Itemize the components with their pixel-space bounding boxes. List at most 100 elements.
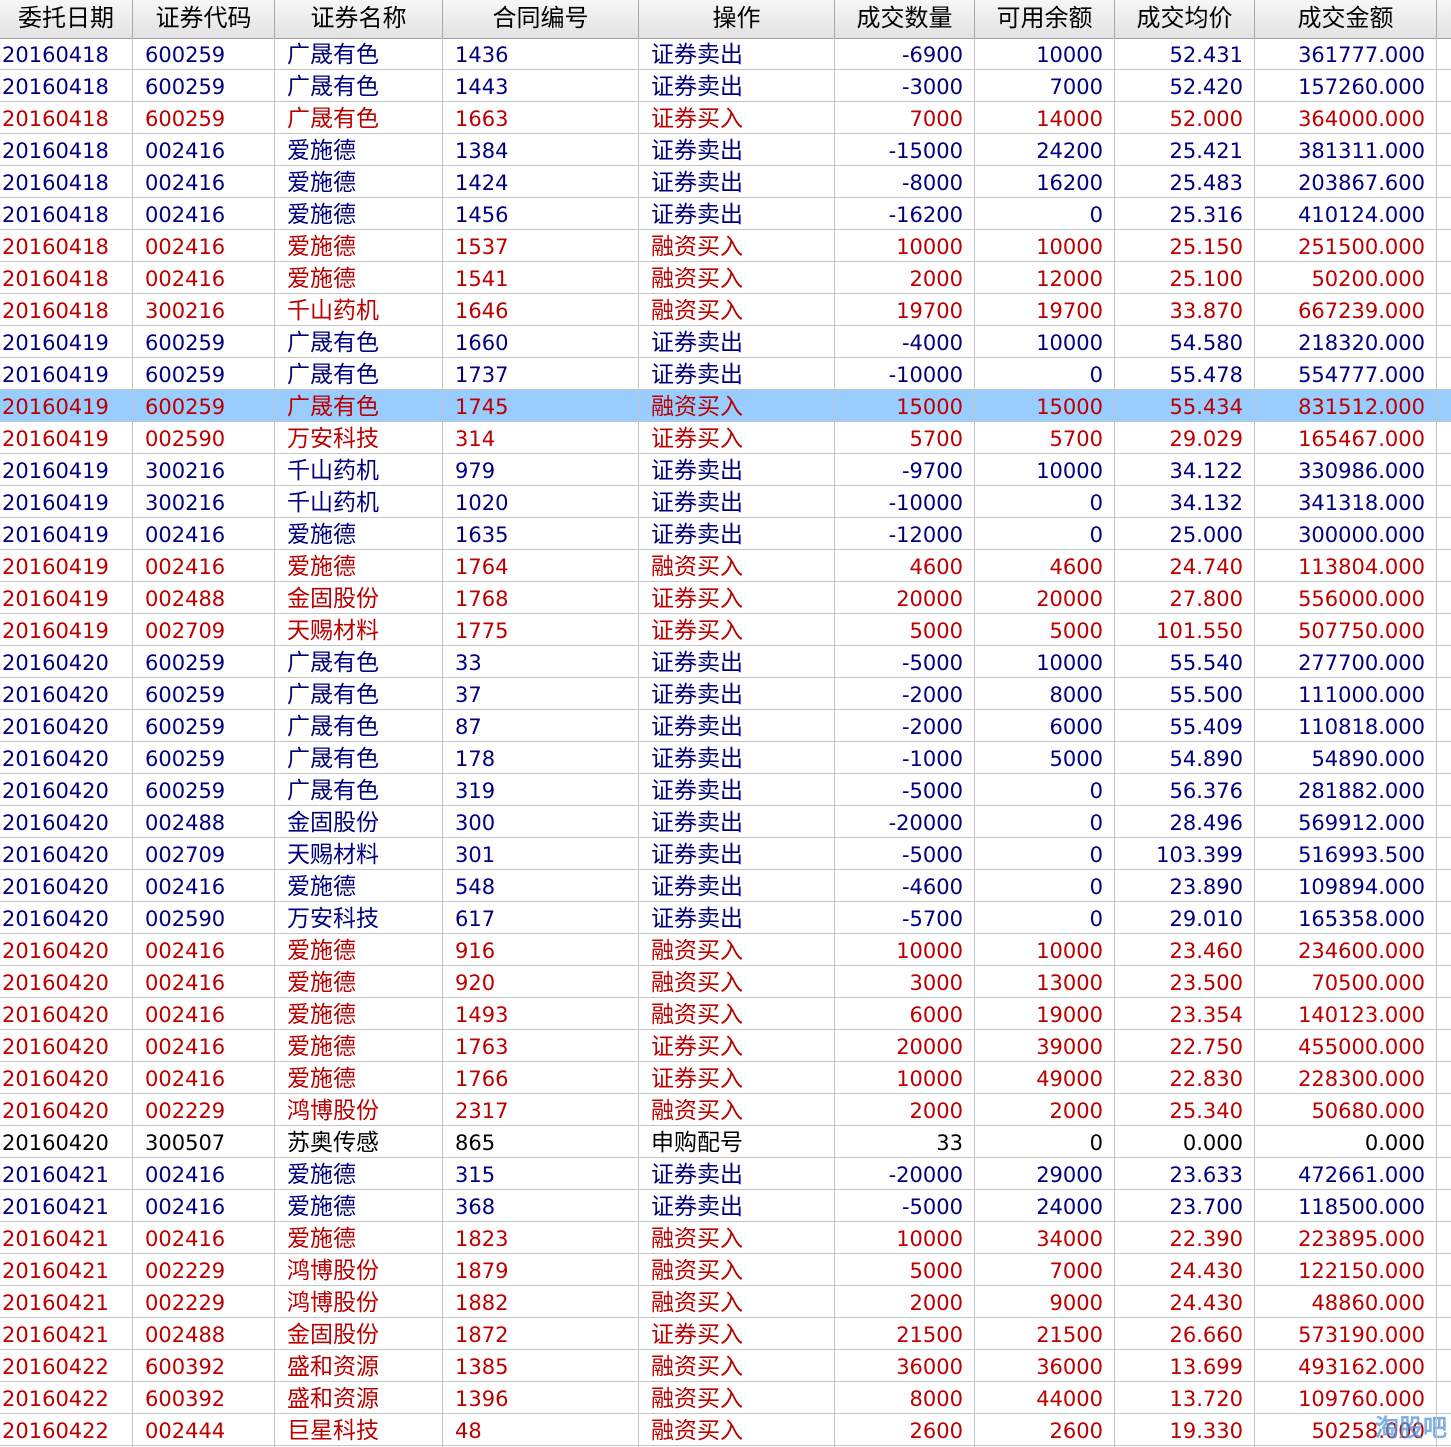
table-row[interactable]: 20160418 002416 爱施德 1537 融资买入 10000 10000 25.15…: [0, 230, 1451, 262]
column-header-price[interactable]: 成交均价: [1115, 0, 1255, 38]
table-row[interactable]: 20160420 002416 爱施德 920 融资买入 3000 13000 23.500 7…: [0, 966, 1451, 998]
cell-qty: -1000: [901, 747, 963, 771]
cell-qty: -2000: [901, 683, 963, 707]
column-header-date[interactable]: 委托日期: [0, 0, 133, 38]
table-row[interactable]: 20160419 002590 万安科技 314 证券买入 5700 5700 29.029 1…: [0, 422, 1451, 454]
table-row[interactable]: 20160421 002416 爱施德 368 证券卖出 -5000 24000 23.700…: [0, 1190, 1451, 1222]
column-header-avail[interactable]: 可用余额: [975, 0, 1115, 38]
table-row[interactable]: 20160418 600259 广晟有色 1436 证券卖出 -6900 10000 52.4…: [0, 38, 1451, 70]
cell-name: 爱施德: [287, 938, 356, 964]
table-row[interactable]: 20160420 300507 苏奥传感 865 申购配号 33 0 0.000 0.000: [0, 1126, 1451, 1158]
table-row[interactable]: 20160420 600259 广晟有色 319 证券卖出 -5000 0 56.376 281…: [0, 774, 1451, 806]
table-row[interactable]: 20160422 600392 盛和资源 1396 融资买入 8000 44000 13.72…: [0, 1382, 1451, 1414]
table-row[interactable]: 20160418 300216 千山药机 1646 融资买入 19700 19700 33.8…: [0, 294, 1451, 326]
table-row[interactable]: 20160420 002229 鸿博股份 2317 融资买入 2000 2000 25.340…: [0, 1094, 1451, 1126]
table-row[interactable]: 20160420 002709 天赐材料 301 证券卖出 -5000 0 103.399 51…: [0, 838, 1451, 870]
cell-date: 20160418: [2, 43, 109, 67]
column-header-code[interactable]: 证券代码: [133, 0, 275, 38]
cell-date: 20160421: [2, 1323, 109, 1347]
cell-avail: 0: [1089, 491, 1103, 515]
column-header-contract[interactable]: 合同编号: [443, 0, 639, 38]
table-row[interactable]: 20160420 002488 金固股份 300 证券卖出 -20000 0 28.496 56…: [0, 806, 1451, 838]
cell-name: 爱施德: [287, 1002, 356, 1028]
table-row[interactable]: 20160418 600259 广晟有色 1663 证券买入 7000 14000 52.00…: [0, 102, 1451, 134]
table-row[interactable]: 20160420 002416 爱施德 548 证券卖出 -4600 0 23.890 1098…: [0, 870, 1451, 902]
column-header-name[interactable]: 证券名称: [275, 0, 443, 38]
table-row[interactable]: 20160418 002416 爱施德 1424 证券卖出 -8000 16200 25.48…: [0, 166, 1451, 198]
cell-date: 20160421: [2, 1195, 109, 1219]
cell-price: 54.890: [1169, 747, 1243, 771]
cell-amount: 50258.000: [1311, 1419, 1425, 1443]
cell-amount: 157260.000: [1298, 75, 1425, 99]
cell-price: 54.580: [1169, 331, 1243, 355]
column-header-amount[interactable]: 成交金额: [1255, 0, 1437, 38]
cell-name: 千山药机: [287, 490, 379, 516]
cell-qty: 10000: [896, 1227, 963, 1251]
cell-code: 002590: [145, 907, 226, 931]
table-row[interactable]: 20160419 300216 千山药机 979 证券卖出 -9700 10000 34.12…: [0, 454, 1451, 486]
table-row[interactable]: 20160420 600259 广晟有色 87 证券卖出 -2000 6000 55.409 1…: [0, 710, 1451, 742]
table-row[interactable]: 20160419 600259 广晟有色 1745 融资买入 15000 15000 55.4…: [0, 390, 1451, 422]
table-row[interactable]: 20160421 002229 鸿博股份 1882 融资买入 2000 9000 24.430…: [0, 1286, 1451, 1318]
table-row[interactable]: 20160419 600259 广晟有色 1660 证券卖出 -4000 10000 54.5…: [0, 326, 1451, 358]
cell-avail: 0: [1089, 843, 1103, 867]
table-row[interactable]: 20160422 600392 盛和资源 1385 融资买入 36000 36000 13.6…: [0, 1350, 1451, 1382]
cell-code: 002488: [145, 587, 226, 611]
table-row[interactable]: 20160419 002416 爱施德 1635 证券卖出 -12000 0 25.000 30…: [0, 518, 1451, 550]
cell-price: 23.890: [1169, 875, 1243, 899]
table-row[interactable]: 20160418 600259 广晟有色 1443 证券卖出 -3000 7000 52.42…: [0, 70, 1451, 102]
table-row[interactable]: 20160420 600259 广晟有色 37 证券卖出 -2000 8000 55.500 1…: [0, 678, 1451, 710]
table-row[interactable]: 20160420 002590 万安科技 617 证券卖出 -5700 0 29.010 165…: [0, 902, 1451, 934]
cell-date: 20160420: [2, 1099, 109, 1123]
cell-date: 20160420: [2, 651, 109, 675]
table-row[interactable]: 20160420 002416 爱施德 1763 证券买入 20000 39000 22.75…: [0, 1030, 1451, 1062]
cell-avail: 19700: [1036, 299, 1103, 323]
cell-avail: 12000: [1036, 267, 1103, 291]
table-row[interactable]: 20160420 600259 广晟有色 178 证券卖出 -1000 5000 54.890…: [0, 742, 1451, 774]
cell-qty: 7000: [909, 107, 963, 131]
cell-date: 20160420: [2, 907, 109, 931]
cell-contract: 87: [455, 715, 482, 739]
column-header-qty[interactable]: 成交数量: [835, 0, 975, 38]
table-row[interactable]: 20160419 002488 金固股份 1768 证券买入 20000 20000 27.8…: [0, 582, 1451, 614]
cell-name: 爱施德: [287, 522, 356, 548]
cell-price: 24.430: [1169, 1291, 1243, 1315]
cell-name: 广晟有色: [287, 778, 379, 804]
table-row[interactable]: 20160419 300216 千山药机 1020 证券卖出 -10000 0 34.132 3…: [0, 486, 1451, 518]
cell-avail: 34000: [1036, 1227, 1103, 1251]
table-row[interactable]: 20160420 002416 爱施德 1766 证券买入 10000 49000 22.83…: [0, 1062, 1451, 1094]
table-row[interactable]: 20160420 600259 广晟有色 33 证券卖出 -5000 10000 55.540…: [0, 646, 1451, 678]
table-row[interactable]: 20160418 002416 爱施德 1541 融资买入 2000 12000 25.100…: [0, 262, 1451, 294]
cell-amount: 573190.000: [1298, 1323, 1425, 1347]
cell-amount: 218320.000: [1298, 331, 1425, 355]
cell-qty: 20000: [896, 1035, 963, 1059]
table-row[interactable]: 20160421 002229 鸿博股份 1879 融资买入 5000 7000 24.430…: [0, 1254, 1451, 1286]
cell-op: 证券卖出: [651, 1162, 743, 1188]
cell-date: 20160419: [2, 555, 109, 579]
table-row[interactable]: 20160420 002416 爱施德 1493 融资买入 6000 19000 23.354…: [0, 998, 1451, 1030]
column-header-op[interactable]: 操作: [639, 0, 835, 38]
cell-amount: 831512.000: [1298, 395, 1425, 419]
cell-name: 鸿博股份: [287, 1258, 379, 1284]
cell-name: 广晟有色: [287, 746, 379, 772]
table-row[interactable]: 20160421 002416 爱施德 315 证券卖出 -20000 29000 23.63…: [0, 1158, 1451, 1190]
cell-qty: -8000: [901, 171, 963, 195]
cell-name: 爱施德: [287, 874, 356, 900]
column-divider: [1436, 38, 1437, 1447]
table-row[interactable]: 20160421 002488 金固股份 1872 证券买入 21500 21500 26.6…: [0, 1318, 1451, 1350]
table-row[interactable]: 20160419 002416 爱施德 1764 融资买入 4600 4600 24.740 1…: [0, 550, 1451, 582]
column-divider: [834, 38, 835, 1447]
table-row[interactable]: 20160421 002416 爱施德 1823 融资买入 10000 34000 22.39…: [0, 1222, 1451, 1254]
table-row[interactable]: 20160422 002444 巨星科技 48 融资买入 2600 2600 19.330 50…: [0, 1414, 1451, 1446]
table-row[interactable]: 20160418 002416 爱施德 1456 证券卖出 -16200 0 25.316 41…: [0, 198, 1451, 230]
table-row[interactable]: 20160419 600259 广晟有色 1737 证券卖出 -10000 0 55.478 5…: [0, 358, 1451, 390]
cell-amount: 667239.000: [1298, 299, 1425, 323]
cell-name: 万安科技: [287, 906, 379, 932]
cell-contract: 1493: [455, 1003, 509, 1027]
table-row[interactable]: 20160420 002416 爱施德 916 融资买入 10000 10000 23.460…: [0, 934, 1451, 966]
cell-date: 20160422: [2, 1419, 109, 1443]
cell-avail: 19000: [1036, 1003, 1103, 1027]
cell-contract: 865: [455, 1131, 496, 1155]
table-row[interactable]: 20160419 002709 天赐材料 1775 证券买入 5000 5000 101.55…: [0, 614, 1451, 646]
table-row[interactable]: 20160418 002416 爱施德 1384 证券卖出 -15000 24200 25.4…: [0, 134, 1451, 166]
